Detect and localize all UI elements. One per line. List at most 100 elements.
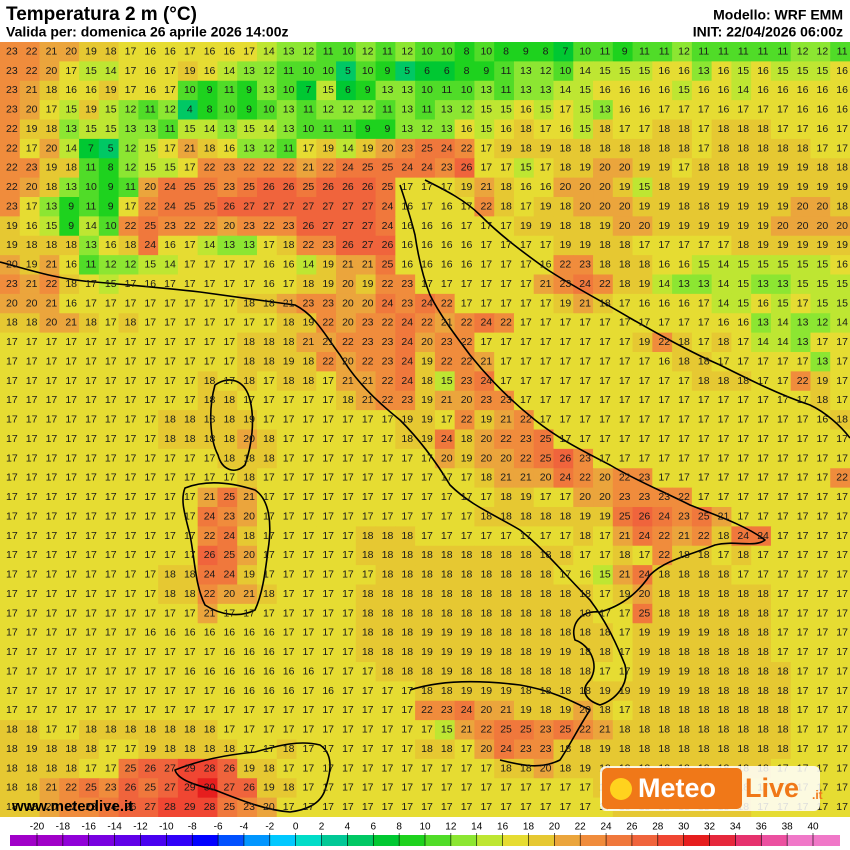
grid-value: 21 bbox=[303, 336, 315, 348]
grid-cell bbox=[691, 158, 713, 179]
grid-value: 18 bbox=[6, 762, 18, 774]
grid-value: 23 bbox=[658, 491, 670, 503]
grid-value: 17 bbox=[480, 162, 492, 174]
grid-cell bbox=[770, 119, 792, 140]
grid-value: 16 bbox=[520, 104, 532, 116]
grid-value: 17 bbox=[737, 510, 749, 522]
grid-value: 17 bbox=[698, 239, 710, 251]
grid-value: 22 bbox=[342, 336, 354, 348]
grid-cell bbox=[296, 42, 317, 62]
grid-value: 17 bbox=[401, 452, 413, 464]
colorbar-label: 36 bbox=[756, 822, 768, 833]
grid-value: 16 bbox=[243, 685, 255, 697]
grid-value: 15 bbox=[480, 104, 492, 116]
grid-value: 15 bbox=[144, 162, 156, 174]
grid-value: 18 bbox=[678, 549, 690, 561]
grid-value: 16 bbox=[303, 665, 315, 677]
grid-cell bbox=[336, 61, 357, 82]
grid-cell bbox=[691, 42, 713, 62]
grid-value: 18 bbox=[777, 665, 789, 677]
grid-cell bbox=[632, 177, 653, 198]
grid-value: 18 bbox=[658, 607, 670, 619]
grid-value: 17 bbox=[46, 665, 58, 677]
grid-value: 18 bbox=[560, 200, 572, 212]
grid-value: 20 bbox=[342, 297, 354, 309]
grid-cell bbox=[118, 61, 139, 82]
grid-cell bbox=[533, 216, 554, 237]
grid-value: 18 bbox=[461, 549, 473, 561]
grid-value: 12 bbox=[322, 104, 334, 116]
grid-value: 18 bbox=[283, 782, 295, 794]
grid-value: 17 bbox=[777, 510, 789, 522]
grid-value: 18 bbox=[718, 743, 730, 755]
grid-value: 17 bbox=[322, 375, 334, 387]
grid-value: 17 bbox=[26, 472, 38, 484]
grid-value: 18 bbox=[85, 724, 97, 736]
grid-value: 8 bbox=[464, 45, 470, 57]
grid-value: 18 bbox=[461, 607, 473, 619]
grid-value: 18 bbox=[619, 278, 631, 290]
grid-value: 17 bbox=[6, 646, 18, 658]
grid-cell bbox=[751, 197, 772, 217]
grid-value: 17 bbox=[520, 317, 532, 329]
grid-cell bbox=[632, 197, 653, 217]
grid-value: 17 bbox=[797, 510, 809, 522]
grid-value: 17 bbox=[85, 510, 97, 522]
grid-value: 13 bbox=[520, 65, 532, 77]
grid-value: 18 bbox=[678, 607, 690, 619]
grid-value: 19 bbox=[6, 239, 18, 251]
grid-value: 18 bbox=[797, 142, 809, 154]
grid-value: 18 bbox=[223, 452, 235, 464]
grid-value: 17 bbox=[243, 259, 255, 271]
grid-value: 22 bbox=[204, 162, 216, 174]
grid-value: 13 bbox=[283, 123, 295, 135]
grid-value: 19 bbox=[678, 665, 690, 677]
grid-value: 11 bbox=[86, 162, 97, 174]
grid-value: 17 bbox=[777, 414, 789, 426]
grid-value: 23 bbox=[223, 181, 235, 193]
grid-cell bbox=[197, 138, 218, 159]
grid-cell bbox=[711, 177, 732, 198]
grid-value: 22 bbox=[698, 530, 710, 542]
grid-value: 17 bbox=[797, 394, 809, 406]
grid-value: 11 bbox=[501, 65, 512, 77]
grid-value: 16 bbox=[817, 104, 829, 116]
grid-cell bbox=[632, 42, 653, 62]
grid-value: 17 bbox=[85, 472, 97, 484]
grid-value: 18 bbox=[500, 588, 512, 600]
grid-value: 17 bbox=[639, 549, 651, 561]
grid-value: 15 bbox=[737, 65, 749, 77]
grid-value: 17 bbox=[263, 510, 275, 522]
grid-cell bbox=[810, 61, 831, 82]
grid-value: 17 bbox=[303, 142, 315, 154]
grid-value: 17 bbox=[401, 472, 413, 484]
grid-value: 17 bbox=[520, 375, 532, 387]
grid-value: 18 bbox=[401, 607, 413, 619]
grid-value: 18 bbox=[658, 724, 670, 736]
grid-value: 17 bbox=[303, 646, 315, 658]
grid-value: 17 bbox=[322, 588, 334, 600]
grid-value: 19 bbox=[599, 510, 611, 522]
grid-cell bbox=[197, 197, 218, 217]
grid-value: 19 bbox=[421, 355, 433, 367]
grid-value: 17 bbox=[46, 491, 58, 503]
grid-value: 19 bbox=[421, 627, 433, 639]
grid-value: 17 bbox=[322, 530, 334, 542]
grid-value: 27 bbox=[144, 801, 156, 813]
grid-value: 18 bbox=[737, 685, 749, 697]
grid-cell bbox=[790, 100, 811, 120]
grid-value: 17 bbox=[797, 588, 809, 600]
grid-value: 19 bbox=[757, 220, 769, 232]
grid-value: 17 bbox=[658, 394, 670, 406]
grid-value: 17 bbox=[223, 317, 235, 329]
grid-value: 17 bbox=[560, 414, 572, 426]
grid-value: 18 bbox=[401, 433, 413, 445]
grid-value: 24 bbox=[401, 162, 413, 174]
grid-cell bbox=[39, 61, 60, 82]
grid-cell bbox=[296, 80, 317, 101]
grid-value: 22 bbox=[382, 394, 394, 406]
grid-value: 18 bbox=[204, 414, 216, 426]
grid-value: 17 bbox=[164, 704, 176, 716]
grid-value: 18 bbox=[658, 704, 670, 716]
grid-value: 17 bbox=[125, 355, 137, 367]
